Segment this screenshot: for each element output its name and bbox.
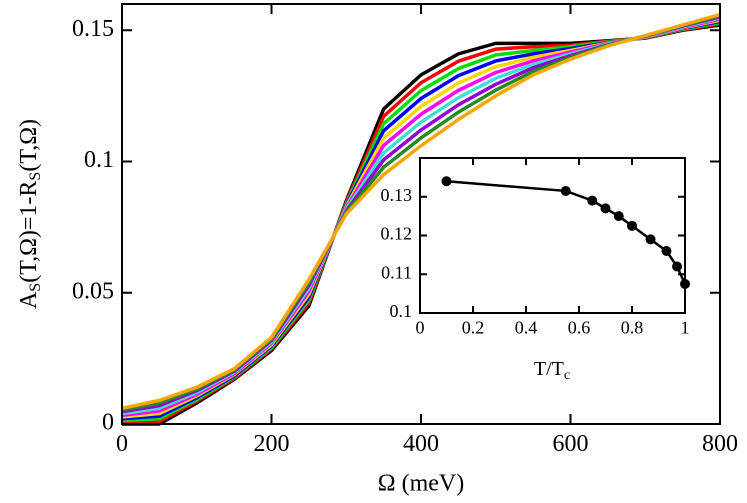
y-tick-label: 0.11 [381, 262, 412, 282]
data-point [560, 185, 571, 196]
x-tick-label: 0.8 [621, 317, 644, 337]
data-point [613, 211, 624, 222]
y-tick-label: 0.15 [72, 16, 114, 42]
y-tick-label: 0 [102, 410, 114, 436]
y-tick-label: 0.12 [381, 224, 413, 244]
x-tick-label: 0 [416, 317, 425, 337]
y-axis-label: AS(T,Ω)=1-RS(T,Ω) [16, 119, 44, 309]
inset-x-label-part: T/T [534, 358, 564, 380]
x-tick-label: 600 [553, 431, 589, 457]
x-tick-label: 0.6 [568, 317, 591, 337]
x-tick-label: 800 [702, 431, 738, 457]
x-tick-label: 0.2 [462, 317, 485, 337]
y-label-part: (T,Ω)=1-R [16, 181, 42, 283]
inset-x-label: T/Tc [534, 358, 570, 384]
series-line [446, 180, 687, 285]
data-point [645, 234, 656, 245]
data-point [441, 176, 452, 187]
y-label-sub: S [27, 172, 44, 181]
y-tick-label: 0.05 [72, 278, 114, 304]
x-tick-label: 0 [116, 431, 128, 457]
x-axis-label: Ω (meV) [378, 471, 464, 497]
data-point [600, 203, 611, 214]
data-point [672, 261, 683, 272]
x-tick-label: 200 [254, 431, 290, 457]
inset-x-label-sub: c [564, 368, 570, 383]
x-tick-label: 0.4 [515, 317, 538, 337]
y-tick-label: 0.1 [84, 147, 114, 173]
data-point [627, 220, 637, 231]
x-tick-label: 400 [403, 431, 439, 457]
series-line [121, 12, 721, 410]
y-label-sub: S [27, 283, 44, 292]
y-label-part: (T,Ω) [16, 119, 42, 172]
data-point [661, 246, 672, 256]
data-point [587, 195, 598, 206]
y-tick-label: 0.1 [390, 301, 413, 321]
y-tick-label: 0.13 [381, 185, 413, 205]
y-label-part: A [16, 291, 42, 309]
x-tick-label: 1 [681, 317, 690, 337]
